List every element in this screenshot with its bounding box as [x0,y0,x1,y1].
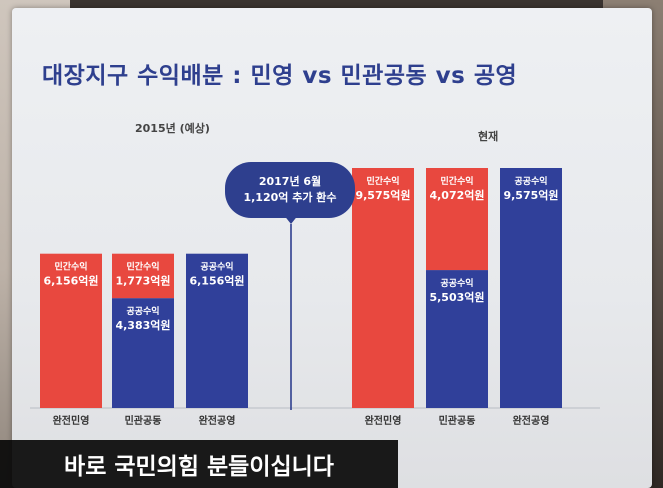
bar-value-public-0-1: 4,383억원 [115,318,170,332]
bar-label-public-1-2: 공공수익 [514,175,547,187]
bar-public-1-2 [500,168,562,408]
bar-private-1-1 [426,168,488,271]
bar-value-public-1-2: 9,575억원 [503,188,558,202]
bar-label-private-1-1: 민간수익 [440,175,473,187]
bar-value-private-0-0: 6,156억원 [43,274,98,288]
bar-public-0-2 [186,253,248,408]
bar-value-public-1-1: 5,503억원 [429,290,484,304]
bar-value-private-1-0: 9,575억원 [355,188,410,202]
caption-bar [0,440,398,488]
callout-line2: 1,120억 추가 환수 [243,191,337,204]
category-label-1-1: 민관공동 [439,414,476,427]
bar-label-public-0-2: 공공수익 [200,261,233,273]
category-label-0-0: 완전민영 [53,414,90,427]
category-label-1-0: 완전민영 [365,414,402,427]
bar-public-1-1 [426,270,488,408]
category-label-0-2: 완전공영 [199,414,236,427]
bar-label-private-0-0: 민간수익 [54,261,87,273]
category-label-0-1: 민관공동 [125,414,162,427]
group-label-current: 현재 [478,130,499,143]
callout-tail [283,214,299,224]
bar-label-private-0-1: 민간수익 [126,261,159,273]
bar-value-private-0-1: 1,773억원 [115,274,170,288]
callout-bubble: 2017년 6월 1,120억 추가 환수 [225,162,355,218]
bar-label-public-1-1: 공공수익 [440,277,473,289]
bar-private-1-0 [352,168,414,408]
bar-private-0-1 [112,253,174,299]
caption-text: 바로 국민의힘 분들이십니다 [64,454,334,480]
callout-line [290,224,292,410]
page-title: 대장지구 수익배분 : 민영 vs 민관공동 vs 공영 [42,63,518,89]
bar-private-0-0 [40,253,102,408]
group-label-2015: 2015년 (예상) [135,122,210,135]
bar-public-0-1 [112,298,174,408]
bar-value-public-0-2: 6,156억원 [189,274,244,288]
callout-line1: 2017년 6월 [258,175,322,188]
bar-label-private-1-0: 민간수익 [366,175,399,187]
bar-label-public-0-1: 공공수익 [126,305,159,317]
bar-value-private-1-1: 4,072억원 [429,188,484,202]
category-label-1-2: 완전공영 [513,414,550,427]
